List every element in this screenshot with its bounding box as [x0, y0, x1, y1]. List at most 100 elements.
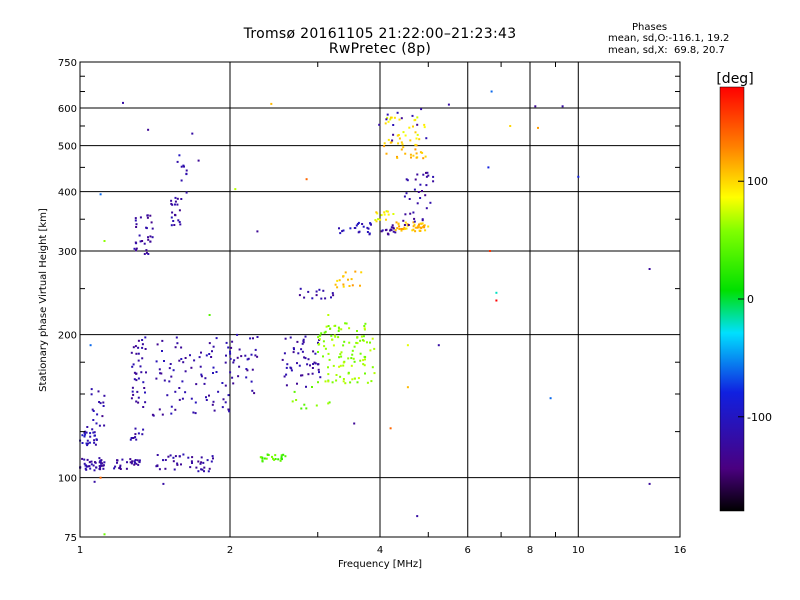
data-point: [347, 372, 350, 375]
data-point: [332, 294, 335, 297]
data-point: [338, 356, 341, 359]
data-point: [356, 381, 359, 384]
data-point: [89, 435, 92, 438]
data-point: [416, 116, 419, 119]
data-point: [267, 454, 270, 456]
data-point: [208, 342, 211, 345]
y-tick-label: 750: [58, 58, 77, 69]
phase-info-x-mode: mean, sd,X: 69.8, 20.7: [608, 45, 725, 56]
data-point: [141, 357, 144, 360]
data-point: [141, 343, 144, 346]
data-point: [370, 380, 373, 383]
data-point: [347, 357, 350, 360]
data-point: [335, 374, 338, 376]
data-point: [290, 367, 293, 370]
data-point: [338, 279, 341, 282]
data-point: [137, 432, 140, 435]
data-point: [396, 111, 399, 114]
data-point: [151, 413, 154, 416]
data-point: [85, 431, 88, 434]
data-point: [256, 336, 259, 338]
data-point: [307, 358, 310, 361]
data-point: [285, 366, 288, 369]
data-point: [185, 169, 188, 172]
data-point: [392, 124, 395, 126]
data-point: [254, 354, 257, 357]
data-point: [98, 457, 101, 460]
data-point: [387, 138, 390, 141]
data-point: [88, 441, 91, 444]
data-point: [200, 461, 203, 464]
data-point: [90, 463, 93, 466]
data-point: [225, 354, 227, 357]
data-point: [158, 368, 161, 371]
data-point: [360, 335, 363, 338]
data-point: [389, 116, 392, 119]
x-axis: 1 2 4 6 8 10 16: [77, 62, 686, 556]
data-point: [176, 197, 179, 200]
data-point: [176, 160, 179, 163]
data-point: [314, 362, 317, 365]
data-point: [423, 123, 426, 126]
data-point: [303, 356, 306, 359]
data-point: [406, 179, 409, 182]
data-point: [86, 465, 89, 468]
data-point: [233, 359, 236, 362]
data-point: [427, 174, 430, 177]
data-point: [135, 249, 137, 252]
data-point: [432, 175, 435, 178]
data-point: [348, 327, 351, 330]
data-point: [383, 142, 386, 145]
colorbar-tick-label: 100: [747, 175, 768, 188]
data-point: [224, 401, 227, 404]
y-tick-label: 500: [58, 142, 77, 153]
data-point: [133, 371, 136, 374]
data-point: [133, 460, 136, 463]
data-point: [296, 340, 299, 343]
data-point: [383, 211, 386, 214]
data-point: [134, 345, 137, 348]
data-point: [131, 386, 134, 389]
data-point: [338, 365, 341, 368]
chart-subtitle: RwPretec (8p): [328, 41, 432, 57]
data-point: [92, 464, 95, 467]
data-point: [422, 157, 425, 160]
data-point: [208, 394, 210, 397]
data-point: [227, 346, 230, 349]
data-point: [324, 330, 327, 333]
data-point: [425, 175, 428, 178]
data-point: [375, 211, 378, 214]
phase-info-heading: Phases: [632, 22, 668, 33]
data-point: [375, 220, 378, 223]
data-point: [93, 431, 96, 434]
data-point: [327, 373, 330, 376]
data-point: [134, 241, 137, 244]
data-point: [296, 382, 298, 385]
data-point: [170, 216, 173, 219]
data-point: [416, 133, 419, 136]
data-point: [424, 155, 427, 158]
data-point: [324, 380, 327, 383]
data-point: [366, 381, 369, 384]
data-point: [328, 401, 331, 404]
data-point: [404, 213, 407, 216]
data-point: [402, 228, 405, 231]
data-point: [363, 325, 366, 327]
data-point: [359, 359, 362, 362]
data-point: [330, 334, 333, 337]
data-point: [253, 392, 256, 395]
data-point: [173, 224, 176, 226]
data-point: [345, 322, 348, 325]
data-point: [256, 230, 259, 233]
data-point: [132, 363, 135, 366]
data-point: [408, 198, 411, 200]
data-point: [169, 454, 172, 457]
data-point: [495, 299, 498, 302]
data-point: [348, 341, 351, 344]
data-point: [208, 353, 211, 355]
data-point: [415, 152, 418, 155]
data-point: [318, 371, 320, 374]
data-point: [261, 456, 264, 459]
data-point: [369, 341, 371, 344]
data-point: [329, 327, 332, 330]
